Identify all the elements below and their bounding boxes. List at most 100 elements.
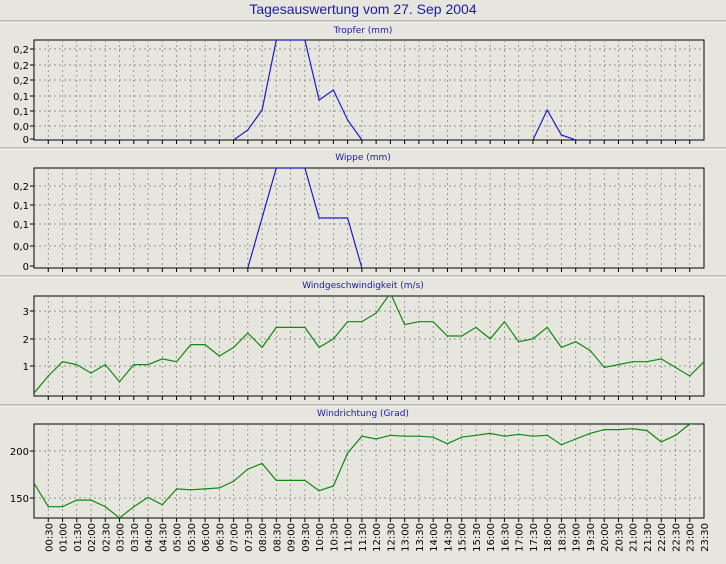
- x-tick-label: 16:30: [500, 523, 511, 552]
- data-point: [118, 517, 121, 518]
- plot-area: [33, 423, 705, 519]
- data-point: [76, 499, 78, 501]
- x-tick-label: 02:00: [87, 523, 98, 552]
- y-tick-label: 0,1: [13, 201, 29, 212]
- data-point: [275, 479, 277, 481]
- data-point: [560, 444, 563, 446]
- chart-title: Tropfer (mm): [333, 26, 393, 36]
- series-line: [34, 424, 695, 518]
- data-point: [118, 381, 121, 383]
- x-tick-label: 15:00: [458, 523, 469, 552]
- data-point: [518, 341, 520, 343]
- chart-panel-2: 0,2 0,1 0,1 0,0 0 Wippe (mm): [0, 147, 726, 273]
- data-point: [632, 428, 634, 430]
- x-tick-label: 16:00: [486, 523, 497, 552]
- x-tick-label: 09:00: [287, 523, 298, 552]
- data-point: [261, 462, 263, 465]
- x-tick-label: 10:00: [315, 523, 326, 552]
- data-point: [61, 506, 64, 508]
- x-tick-label: 17:00: [515, 523, 526, 552]
- x-tick-label: 14:30: [443, 523, 454, 552]
- y-tick-label: 1: [23, 362, 29, 373]
- data-point: [503, 321, 506, 323]
- data-point: [247, 267, 249, 268]
- data-point: [689, 424, 691, 425]
- data-point: [204, 488, 206, 490]
- x-tick-label: 09:30: [301, 523, 312, 552]
- data-point: [289, 479, 292, 481]
- chart-title: Windrichtung (Grad): [317, 409, 409, 419]
- data-point: [247, 468, 249, 470]
- data-point: [175, 488, 178, 490]
- data-point: [133, 363, 135, 366]
- x-tick-label: 14:00: [429, 523, 440, 552]
- y-tick-label: 0,1: [13, 92, 29, 103]
- data-point: [275, 168, 277, 169]
- data-point: [332, 89, 334, 91]
- y-tick-label: 0: [23, 135, 29, 146]
- data-point: [304, 168, 306, 169]
- data-point: [161, 358, 163, 360]
- x-tick-label: 21:30: [643, 523, 654, 552]
- data-point: [332, 485, 334, 487]
- x-tick-label: 07:00: [230, 523, 241, 552]
- x-tick-label: 13:00: [401, 523, 412, 552]
- data-point: [261, 346, 263, 349]
- y-tick-label: 3: [23, 307, 29, 318]
- data-point: [175, 361, 178, 363]
- data-point: [475, 326, 477, 329]
- data-point: [275, 40, 277, 41]
- data-point: [518, 433, 520, 435]
- x-tick-label: 20:30: [614, 523, 625, 552]
- data-point: [575, 438, 577, 440]
- data-point: [34, 482, 35, 484]
- data-point: [489, 432, 491, 434]
- data-point: [289, 168, 292, 169]
- series-line: [34, 40, 704, 140]
- data-point: [389, 434, 391, 436]
- data-point: [546, 109, 548, 111]
- data-point: [503, 435, 506, 437]
- data-point: [375, 139, 377, 140]
- data-point: [646, 429, 648, 432]
- x-tick-label: 06:30: [215, 523, 226, 552]
- data-point: [347, 119, 349, 121]
- data-point: [703, 422, 704, 423]
- x-tick-label: 11:30: [358, 523, 369, 552]
- data-point: [247, 332, 249, 334]
- y-tick-label: 0,1: [13, 107, 29, 118]
- y-tick-label: 150: [10, 494, 29, 505]
- chart-panel-1: 0,2 0,2 0,2 0,1 0,1 0,0 0 Tropfer (mm): [0, 20, 726, 146]
- data-point: [90, 499, 92, 501]
- data-point: [232, 346, 235, 349]
- y-tick-label: 0,2: [13, 76, 29, 87]
- data-point: [603, 366, 605, 369]
- data-point: [375, 438, 377, 440]
- x-tick-label: 03:30: [130, 523, 141, 552]
- x-tick-label: 18:00: [543, 523, 554, 552]
- data-point: [703, 361, 704, 363]
- data-point: [575, 139, 577, 140]
- data-point: [589, 432, 591, 434]
- data-point: [461, 335, 463, 337]
- x-tick-label: 05:00: [173, 523, 184, 552]
- data-point: [660, 441, 662, 443]
- x-tick-label: 05:30: [187, 523, 198, 552]
- data-point: [318, 346, 320, 349]
- x-tick-label: 18:30: [557, 523, 568, 552]
- data-point: [689, 375, 691, 377]
- series-line: [34, 296, 704, 394]
- data-point: [361, 435, 363, 437]
- data-point: [461, 436, 463, 438]
- data-point: [674, 434, 677, 436]
- chart-title: Windgeschwindigkeit (m/s): [302, 281, 424, 291]
- x-tick-label: 06:00: [201, 523, 212, 552]
- x-tick-label: 11:00: [344, 523, 355, 552]
- data-point: [161, 504, 163, 506]
- data-point: [104, 363, 106, 366]
- data-point: [190, 489, 192, 491]
- y-tick-label: 0,0: [13, 122, 29, 133]
- data-point: [47, 506, 49, 508]
- chart-title: Wippe (mm): [335, 153, 391, 163]
- data-point: [104, 506, 106, 508]
